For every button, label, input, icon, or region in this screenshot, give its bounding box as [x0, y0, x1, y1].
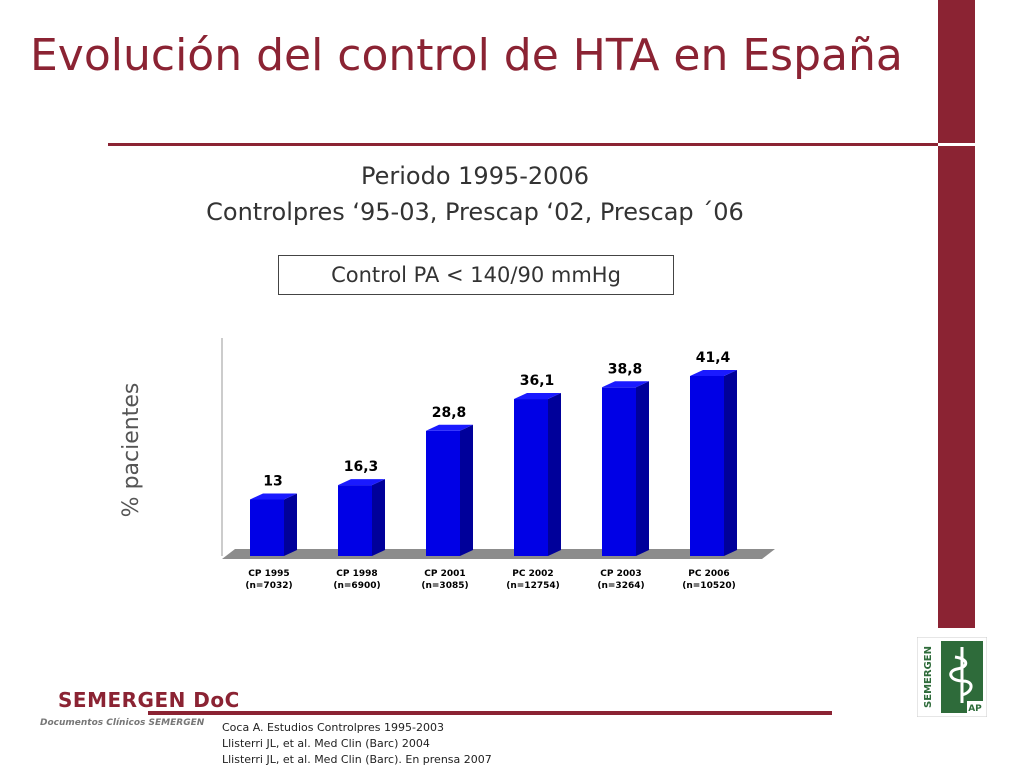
sample-size-label: (n=7032) [245, 581, 292, 591]
value-label: 16,3 [344, 459, 379, 475]
subtitle-period: Periodo 1995-2006 [361, 162, 589, 190]
x-tick-label: CP 2001 [424, 569, 465, 579]
sample-size-label: (n=6900) [333, 581, 380, 591]
bar-top [338, 479, 385, 486]
x-tick-label: PC 2002 [512, 569, 553, 579]
bar-group [514, 393, 561, 556]
reference-item: Llisterri JL, et al. Med Clin (Barc) 200… [222, 737, 430, 750]
footer-divider [148, 711, 832, 715]
bar-top [602, 381, 649, 388]
sample-size-label: (n=3085) [421, 581, 468, 591]
side-bar-gap [938, 143, 975, 146]
sample-size-label: (n=12754) [506, 581, 560, 591]
title-divider [108, 143, 938, 146]
bar-group [426, 424, 473, 556]
bar [690, 376, 724, 556]
brand-subtitle: Documentos Clínicos SEMERGEN [40, 718, 205, 728]
caduceus-icon [949, 647, 973, 703]
brand-name: SEMERGEN DoC [58, 688, 240, 712]
subtitle-studies: Controlpres ‘95-03, Prescap ‘02, Prescap… [206, 198, 744, 226]
logo-badge: AP [968, 704, 982, 714]
bar-group [250, 493, 297, 556]
semergen-logo: SEMERGEN AP [917, 637, 987, 717]
bar-group [602, 381, 649, 556]
bar [514, 399, 548, 556]
x-tick-label: PC 2006 [688, 569, 729, 579]
bar-side [636, 381, 649, 556]
sample-size-label: (n=10520) [682, 581, 736, 591]
bar-top [250, 493, 297, 500]
bar-group [690, 370, 737, 556]
reference-item: Coca A. Estudios Controlpres 1995-2003 [222, 721, 444, 734]
bar [426, 430, 460, 556]
bar-side [724, 370, 737, 556]
value-label: 38,8 [608, 361, 643, 377]
bar-top [514, 393, 561, 400]
x-tick-label: CP 1998 [336, 569, 377, 579]
bar-side [548, 393, 561, 556]
reference-item: Llisterri JL, et al. Med Clin (Barc). En… [222, 753, 492, 766]
bar-side [460, 424, 473, 556]
logo-text: SEMERGEN [923, 646, 934, 708]
bar-top [690, 370, 737, 376]
control-criteria-box: Control PA < 140/90 mmHg [278, 255, 674, 295]
sample-size-label: (n=3264) [597, 581, 644, 591]
accent-side-bar [938, 0, 975, 628]
bar-group [338, 479, 385, 556]
bar [250, 499, 284, 556]
bar [602, 387, 636, 556]
x-tick-label: CP 1995 [248, 569, 289, 579]
bar [338, 485, 372, 556]
slide-title: Evolución del control de HTA en España [30, 30, 903, 81]
logo-badge-bg [967, 701, 983, 713]
bar-top [426, 424, 473, 431]
value-label: 41,4 [696, 350, 731, 366]
bar-side [372, 479, 385, 556]
x-tick-label: CP 2003 [600, 569, 641, 579]
references: Coca A. Estudios Controlpres 1995-2003 L… [222, 720, 492, 768]
value-label: 28,8 [432, 405, 467, 421]
value-label: 13 [263, 473, 282, 489]
bar-side [284, 493, 297, 556]
value-label: 36,1 [520, 373, 555, 389]
